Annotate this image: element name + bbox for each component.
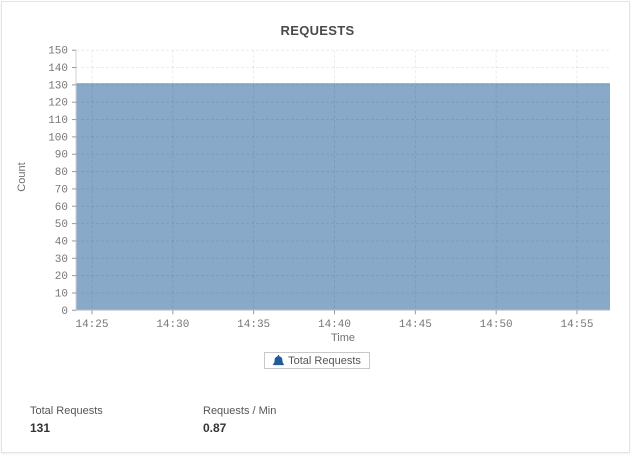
svg-text:110: 110 xyxy=(48,115,68,127)
svg-text:14:40: 14:40 xyxy=(318,319,351,331)
svg-text:14:50: 14:50 xyxy=(480,319,513,331)
svg-text:14:45: 14:45 xyxy=(399,319,432,331)
svg-text:14:30: 14:30 xyxy=(156,319,189,331)
svg-text:0: 0 xyxy=(61,306,68,318)
svg-text:140: 140 xyxy=(48,63,68,75)
svg-text:80: 80 xyxy=(55,167,68,179)
svg-text:14:55: 14:55 xyxy=(560,319,593,331)
svg-text:14:25: 14:25 xyxy=(75,319,108,331)
svg-text:50: 50 xyxy=(55,219,68,231)
svg-text:150: 150 xyxy=(48,46,68,58)
svg-text:70: 70 xyxy=(55,184,68,196)
svg-text:130: 130 xyxy=(48,80,68,92)
svg-text:90: 90 xyxy=(55,150,68,162)
svg-text:20: 20 xyxy=(55,271,68,283)
svg-text:60: 60 xyxy=(55,202,68,214)
svg-text:40: 40 xyxy=(55,236,68,248)
svg-text:30: 30 xyxy=(55,254,68,266)
svg-text:14:35: 14:35 xyxy=(237,319,270,331)
svg-text:120: 120 xyxy=(48,98,68,110)
svg-text:10: 10 xyxy=(55,288,68,300)
svg-text:100: 100 xyxy=(48,132,68,144)
